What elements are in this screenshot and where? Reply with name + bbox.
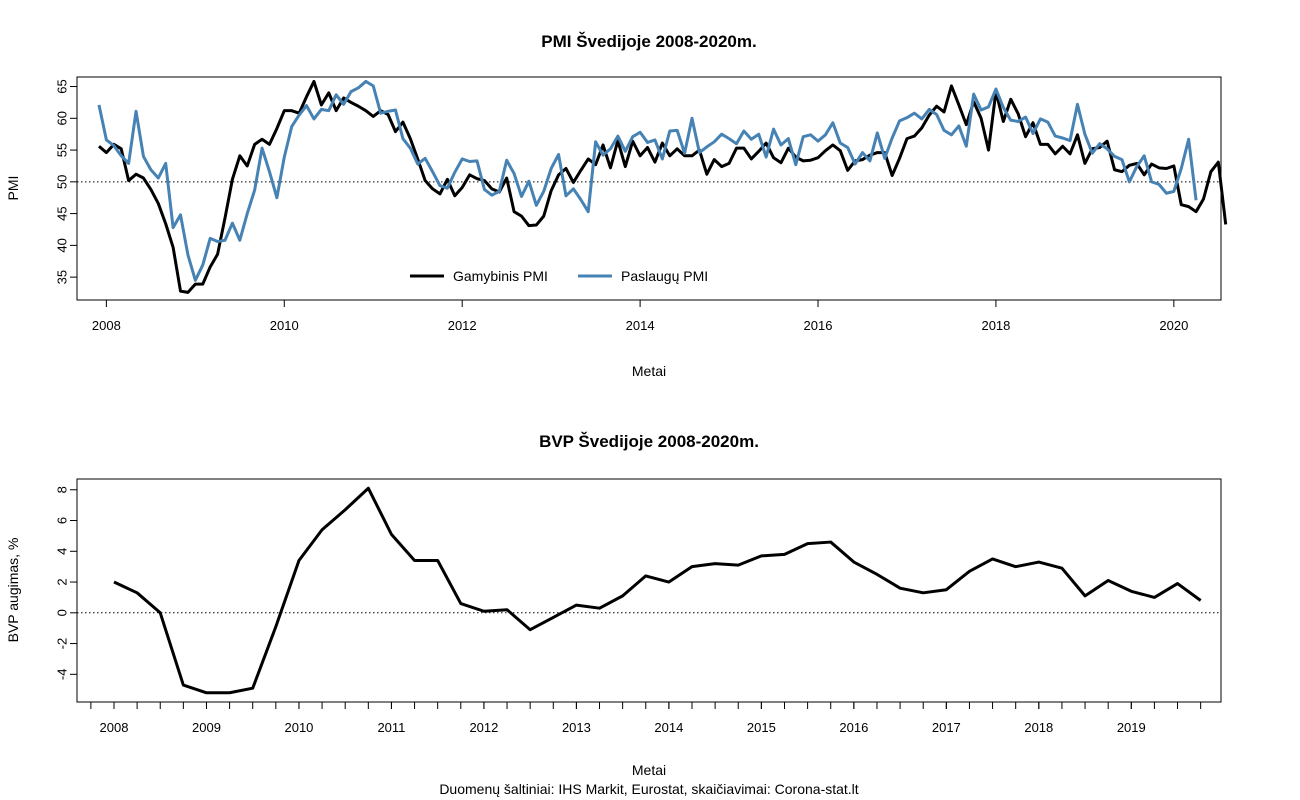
x-tick-label: 2018 — [1024, 720, 1053, 735]
pmi-chart-title: PMI Švedijoje 2008-2020m. — [541, 32, 756, 51]
y-tick-label: 65 — [54, 79, 69, 93]
pmi-plot-frame — [76, 76, 1222, 301]
x-tick-label: 2018 — [981, 318, 1010, 333]
x-tick-label: 2014 — [626, 318, 655, 333]
series-line-manufacturing — [97, 79, 1228, 294]
y-tick-label: 35 — [54, 270, 69, 284]
source-note: Duomenų šaltiniai: IHS Markit, Eurostat,… — [439, 781, 858, 797]
y-tick-label: 45 — [54, 206, 69, 220]
x-tick-label: 2010 — [270, 318, 299, 333]
series-line-gdp — [113, 486, 1202, 695]
y-tick-label: 6 — [54, 517, 69, 524]
y-tick-label: 40 — [54, 238, 69, 252]
y-tick-label: 60 — [54, 111, 69, 125]
x-tick-label: 2020 — [1159, 318, 1188, 333]
y-tick-label: 8 — [54, 486, 69, 493]
x-tick-label: 2014 — [654, 720, 683, 735]
x-tick-label: 2017 — [932, 720, 961, 735]
y-tick-label: -4 — [54, 669, 69, 681]
x-tick-label: 2012 — [448, 318, 477, 333]
x-tick-label: 2009 — [192, 720, 221, 735]
x-tick-label: 2011 — [377, 720, 405, 735]
y-tick-label: 55 — [54, 143, 69, 157]
pmi-x-axis: 2008 2010 2012 2014 2016 2018 2020 — [92, 300, 1188, 333]
x-tick-label: 2016 — [804, 318, 833, 333]
gdp-y-label: BVP augimas, % — [5, 538, 21, 643]
x-tick-label: 2013 — [562, 720, 591, 735]
gdp-plot-frame — [76, 478, 1222, 703]
gdp-series-lines — [113, 486, 1202, 695]
pmi-series-lines — [97, 79, 1228, 294]
y-tick-label: 4 — [54, 548, 69, 555]
pmi-y-label: PMI — [5, 176, 21, 201]
x-tick-label: 2019 — [1117, 720, 1146, 735]
y-tick-label: 0 — [54, 609, 69, 616]
gdp-y-axis: -4 -2 0 2 4 6 8 — [54, 486, 77, 680]
x-tick-label: 2008 — [100, 720, 129, 735]
x-tick-label: 2012 — [469, 720, 498, 735]
x-tick-label: 2015 — [747, 720, 776, 735]
pmi-y-axis: 35 40 45 50 55 60 65 — [54, 79, 77, 284]
x-tick-label: 2016 — [839, 720, 868, 735]
pmi-x-label: Metai — [632, 363, 666, 379]
pmi-chart: PMI Švedijoje 2008-2020m. 2008 2010 2012 20… — [5, 32, 1228, 379]
pmi-legend: Gamybinis PMI Paslaugų PMI — [410, 268, 708, 284]
legend-label-manufacturing: Gamybinis PMI — [453, 268, 548, 284]
series-line-services — [97, 79, 1198, 282]
y-tick-label: -2 — [54, 638, 69, 650]
gdp-x-label: Metai — [632, 762, 666, 778]
gdp-chart: BVP Švedijoje 2008-2020m. 2008 2009 2010 20… — [5, 432, 1222, 778]
y-tick-label: 50 — [54, 175, 69, 189]
x-tick-label: 2010 — [284, 720, 313, 735]
y-tick-label: 2 — [54, 578, 69, 585]
legend-label-services: Paslaugų PMI — [621, 268, 708, 284]
gdp-chart-title: BVP Švedijoje 2008-2020m. — [539, 432, 759, 451]
x-tick-label: 2008 — [92, 318, 121, 333]
gdp-x-axis: 2008 2009 2010 2011 2012 2013 2014 2015 2016 2017… — [90, 702, 1202, 735]
